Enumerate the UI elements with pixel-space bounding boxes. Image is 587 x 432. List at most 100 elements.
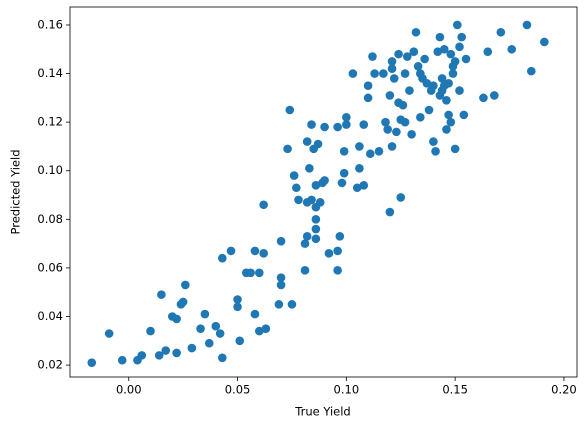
point	[359, 120, 369, 129]
point	[302, 137, 312, 146]
point	[450, 57, 460, 66]
point	[157, 290, 166, 299]
point	[172, 348, 181, 358]
point	[302, 232, 312, 241]
point	[300, 239, 310, 248]
point	[287, 300, 297, 309]
x-tick-label: 0.20	[551, 383, 577, 397]
point	[383, 125, 392, 134]
plot-frame	[69, 6, 578, 378]
point	[233, 302, 242, 312]
point	[137, 351, 147, 360]
point	[405, 86, 414, 95]
point	[411, 27, 421, 37]
point	[446, 49, 456, 59]
point	[446, 117, 456, 127]
point	[211, 321, 221, 331]
point	[385, 91, 395, 100]
y-tick-label: 0.06	[37, 260, 63, 274]
point	[200, 309, 210, 319]
point	[178, 297, 188, 307]
point	[246, 268, 255, 278]
point	[387, 142, 397, 151]
point	[496, 27, 506, 37]
point	[311, 234, 321, 244]
point	[398, 100, 408, 110]
point	[196, 324, 205, 333]
point	[450, 144, 460, 154]
point	[305, 164, 314, 173]
point	[420, 54, 429, 64]
point	[117, 355, 127, 365]
point	[172, 314, 181, 324]
point	[461, 54, 471, 64]
point	[370, 69, 379, 78]
point	[311, 215, 321, 224]
point	[285, 105, 295, 115]
point	[276, 280, 286, 290]
point	[442, 125, 451, 134]
point	[453, 20, 462, 30]
y-tick-label: 0.10	[37, 163, 63, 177]
point	[385, 207, 395, 217]
point	[457, 32, 466, 42]
point	[276, 236, 286, 246]
point	[424, 105, 434, 115]
point	[104, 329, 114, 338]
point	[352, 183, 362, 193]
x-tick-label: 0.05	[225, 383, 251, 397]
point	[368, 52, 377, 61]
point	[204, 338, 214, 348]
point	[289, 171, 299, 180]
point	[320, 176, 329, 185]
point	[276, 273, 286, 282]
point	[422, 78, 432, 88]
point	[379, 69, 388, 78]
y-tick-label: 0.12	[37, 115, 63, 129]
point	[87, 358, 97, 367]
point	[154, 351, 164, 360]
x-tick-label: 0.00	[116, 383, 142, 397]
point	[355, 142, 364, 151]
point	[339, 168, 349, 178]
point	[259, 200, 268, 210]
point	[218, 253, 227, 263]
x-axis-label: True Yield	[294, 405, 350, 419]
y-axis-label: Predicted Yield	[9, 149, 23, 234]
point	[292, 183, 301, 193]
point	[455, 42, 464, 52]
point	[459, 110, 469, 120]
point	[490, 91, 499, 100]
point	[226, 246, 236, 256]
point	[233, 295, 242, 304]
point	[389, 74, 399, 83]
point	[187, 343, 197, 353]
point	[355, 164, 364, 173]
point	[161, 346, 171, 355]
point	[250, 309, 260, 319]
point	[387, 64, 397, 74]
point	[146, 326, 155, 336]
point	[522, 20, 532, 30]
point	[479, 93, 488, 103]
point	[442, 95, 451, 105]
point	[437, 74, 447, 83]
point	[348, 69, 358, 78]
point	[527, 66, 536, 76]
point	[439, 44, 449, 54]
point	[335, 232, 345, 241]
point	[363, 93, 373, 103]
point	[394, 49, 403, 59]
point	[250, 246, 260, 256]
point	[444, 78, 453, 88]
y-tick-label: 0.02	[37, 358, 63, 372]
point	[311, 224, 321, 234]
point	[431, 147, 440, 156]
point	[374, 147, 384, 156]
point	[307, 195, 316, 205]
point	[540, 37, 549, 47]
point	[315, 198, 325, 207]
point	[444, 110, 453, 120]
point	[333, 266, 342, 275]
